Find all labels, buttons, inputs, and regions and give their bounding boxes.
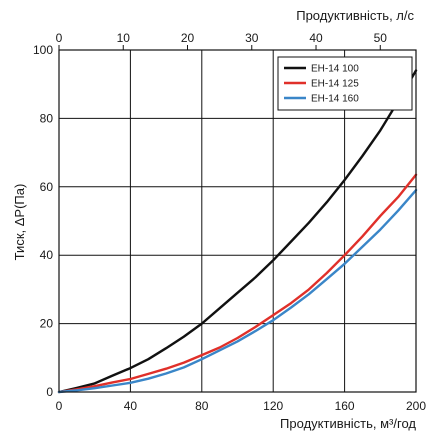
- y-axis-title: Тиск, ΔР(Па): [12, 184, 27, 261]
- series-line: [57, 173, 418, 394]
- top-tick-label: 40: [309, 31, 323, 45]
- x-axis-title: Продуктивність, м³/год: [280, 416, 416, 431]
- series-line: [57, 189, 418, 394]
- y-tick-label: 20: [40, 317, 54, 331]
- top-tick-label: 50: [374, 31, 388, 45]
- plot-frame: [58, 49, 417, 393]
- series-lines: [57, 69, 418, 394]
- series-line: [57, 69, 418, 394]
- legend-label: ЕН-14 100: [311, 64, 359, 75]
- legend-label: ЕН-14 160: [311, 94, 359, 105]
- legend: ЕН-14 100 ЕН-14 125 ЕН-14 160: [277, 56, 413, 111]
- top-tick-label: 30: [245, 31, 259, 45]
- x-tick-label: 160: [335, 399, 355, 413]
- legend-label: ЕН-14 125: [311, 79, 359, 90]
- y-tick-label: 0: [46, 385, 53, 399]
- x-tick-label: 40: [124, 399, 138, 413]
- x-tick-label: 0: [56, 399, 63, 413]
- top-tick-label: 10: [117, 31, 131, 45]
- x-tick-label: 120: [263, 399, 283, 413]
- y-tick-label: 80: [40, 111, 54, 125]
- top-tick-label: 0: [56, 31, 63, 45]
- y-tick-label: 100: [33, 43, 53, 57]
- top-axis-title: Продуктивність, л/с: [296, 8, 414, 23]
- x-tick-label: 200: [406, 399, 426, 413]
- y-tick-label: 60: [40, 180, 54, 194]
- x-tick-label: 80: [195, 399, 209, 413]
- top-tick-label: 20: [181, 31, 195, 45]
- y-tick-label: 40: [40, 248, 54, 262]
